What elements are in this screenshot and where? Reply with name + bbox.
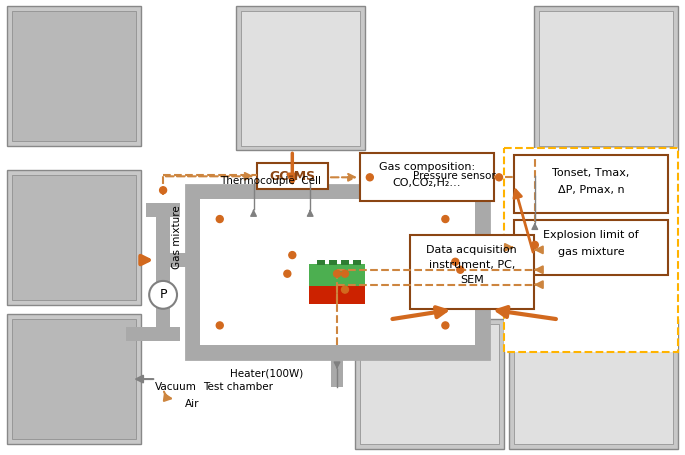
Bar	[517, 244, 540, 274]
Bar	[7, 6, 141, 146]
Text: Thermocouple  Cell: Thermocouple Cell	[220, 176, 321, 186]
Bar	[534, 6, 678, 151]
Bar	[317, 260, 325, 265]
Circle shape	[442, 216, 449, 222]
Bar	[7, 314, 141, 444]
Bar	[12, 175, 136, 299]
Bar	[126, 328, 156, 341]
Bar	[156, 203, 170, 341]
Bar	[514, 220, 668, 275]
Text: Explosion limit of: Explosion limit of	[543, 230, 639, 240]
Bar	[309, 286, 365, 303]
Circle shape	[284, 270, 291, 277]
Bar	[168, 253, 186, 267]
Bar	[523, 222, 535, 244]
Text: Test chamber: Test chamber	[203, 382, 273, 392]
Circle shape	[160, 187, 166, 194]
Text: SEM: SEM	[460, 275, 484, 285]
Circle shape	[216, 322, 223, 329]
Bar	[12, 319, 136, 439]
Bar	[504, 148, 678, 352]
Text: CO,CO₂,H₂…: CO,CO₂,H₂…	[393, 178, 461, 188]
Text: gas mixture: gas mixture	[558, 247, 624, 257]
Circle shape	[457, 266, 464, 273]
Circle shape	[442, 322, 449, 329]
Bar	[146, 203, 180, 217]
Text: P: P	[160, 288, 167, 301]
Circle shape	[495, 174, 503, 181]
Bar	[360, 324, 499, 444]
Bar	[256, 163, 328, 189]
Text: Data acquisition: Data acquisition	[426, 245, 517, 255]
Text: Air: Air	[185, 399, 199, 409]
Bar	[200, 199, 475, 345]
Circle shape	[149, 281, 177, 309]
Bar	[353, 260, 361, 265]
Bar	[514, 324, 673, 444]
Circle shape	[366, 174, 373, 181]
Bar	[186, 185, 489, 359]
Bar	[329, 260, 337, 265]
Bar	[514, 156, 668, 213]
Circle shape	[334, 270, 340, 277]
Text: GC-MS: GC-MS	[269, 170, 315, 183]
Bar	[240, 11, 360, 146]
Text: Vacuum: Vacuum	[155, 382, 197, 392]
Bar	[489, 253, 517, 267]
Circle shape	[289, 252, 296, 258]
Bar	[236, 6, 365, 151]
Text: Heater(100W): Heater(100W)	[230, 368, 303, 378]
Bar	[331, 359, 343, 387]
Circle shape	[216, 216, 223, 222]
Bar	[360, 153, 494, 201]
Bar	[355, 319, 504, 449]
Text: ΔP, Pmax, n: ΔP, Pmax, n	[558, 185, 624, 195]
Bar	[341, 260, 349, 265]
Bar	[539, 11, 673, 146]
Bar	[146, 328, 180, 341]
Bar	[12, 11, 136, 141]
Text: Gas composition:: Gas composition:	[379, 162, 475, 172]
Circle shape	[532, 242, 538, 248]
Text: Tonset, Tmax,: Tonset, Tmax,	[552, 168, 630, 178]
Bar	[309, 264, 365, 286]
Circle shape	[342, 270, 349, 277]
Text: instrument, PC,: instrument, PC,	[429, 260, 515, 270]
Circle shape	[452, 258, 459, 265]
Bar	[7, 170, 141, 304]
Bar	[410, 235, 534, 309]
Bar	[509, 319, 678, 449]
Text: Pressure sensor: Pressure sensor	[413, 172, 496, 181]
Text: Gas mixture: Gas mixture	[172, 205, 182, 269]
Circle shape	[342, 286, 349, 293]
